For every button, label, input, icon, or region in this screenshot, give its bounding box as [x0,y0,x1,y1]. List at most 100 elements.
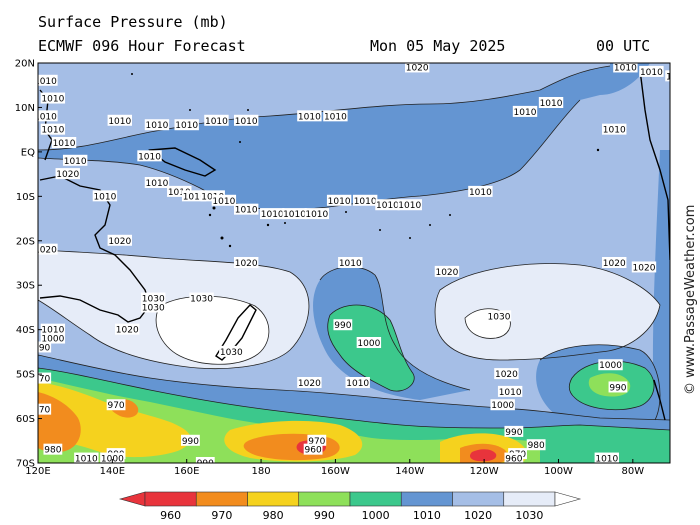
svg-text:1010: 1010 [595,455,618,465]
contour-label: 1030 [141,292,166,305]
contour-label: 1010 [680,93,700,105]
svg-text:1010: 1010 [666,72,689,82]
map-frame [37,62,671,464]
forecast-time: 00 UTC [596,37,651,55]
contour-label: 1000 [356,337,382,349]
lat-label: 50S [16,370,35,381]
legend-value: 990 [314,509,335,522]
svg-text:1010: 1010 [138,152,161,162]
contour-label: 1020 [297,377,322,389]
svg-text:1030: 1030 [142,295,165,305]
contour-label: 1010 [144,177,170,189]
latitude-labels: 20N 10N EQ 10S 20S 30S 40S 50S 60S 70S [15,59,35,470]
svg-text:1010: 1010 [205,117,228,127]
svg-text:1010: 1010 [146,179,169,189]
svg-text:1010: 1010 [696,126,700,136]
svg-text:1010: 1010 [540,99,563,109]
contour-label: 1010 [74,452,99,463]
legend-value: 970 [211,509,232,522]
lon-label: 120E [25,466,50,477]
svg-text:1020: 1020 [603,259,626,269]
contour-label: 1010 [144,119,170,131]
svg-text:1010: 1010 [469,188,492,198]
contour-label: 1020 [55,168,80,180]
contour-label: 990 [504,425,524,438]
lat-label: 10N [15,103,35,114]
contour-label: 1020 [38,243,58,256]
svg-text:1010: 1010 [514,108,537,118]
contour-label: 1010 [397,199,422,211]
contour-label: 1010 [323,110,348,122]
contour-label: 1030 [141,301,166,313]
svg-text:1010: 1010 [398,201,421,211]
contour-label: 1010 [40,92,66,105]
contour-label: 1020 [602,257,627,269]
isobars [38,65,670,431]
svg-text:990: 990 [33,343,50,353]
contour-label: 1010 [233,203,259,216]
lat-label: 20S [16,236,35,247]
legend-swatch [247,491,300,507]
contour-label: 970 [106,399,126,411]
svg-text:1000: 1000 [599,361,622,371]
contour-label: 990 [33,341,52,353]
svg-text:1010: 1010 [324,112,347,122]
band-1000-1010-tropics [38,63,650,210]
contour-label: 1010 [174,119,199,131]
svg-text:980: 980 [44,446,61,456]
svg-text:1010: 1010 [93,192,116,202]
lat-label: 30S [16,281,35,292]
legend-value: 980 [263,509,284,522]
contour-label: 990 [333,319,353,331]
contour-label: 980 [526,439,546,451]
svg-text:990: 990 [182,437,199,447]
legend-arrow-low [118,491,146,507]
contour-label: 1010 [40,123,66,136]
contour-label: 1010 [602,123,627,136]
svg-text:1020: 1020 [406,63,429,73]
lon-label: 120W [470,466,499,477]
svg-text:1010: 1010 [108,117,131,127]
contour-label: 1020 [115,323,140,336]
svg-text:1020: 1020 [235,259,258,269]
svg-text:1010: 1010 [34,112,57,122]
contour-label: 1010 [345,377,370,389]
contour-label: 1010 [40,323,66,336]
contour-label: 1010 [62,154,88,167]
svg-text:1010: 1010 [298,112,321,122]
svg-text:1000: 1000 [491,401,514,411]
svg-text:960: 960 [305,446,322,456]
longitude-labels: 120E 140E 160E 180 160W 140W 120W 100W 80W [25,466,644,477]
lon-label: 160E [174,466,199,477]
lon-label: 180 [252,466,271,477]
legend-swatch [349,491,402,507]
svg-text:1010: 1010 [146,121,169,131]
legend-swatch [144,491,197,507]
svg-text:970: 970 [107,401,124,411]
contour-label: 1010 [92,190,118,202]
svg-text:1020: 1020 [116,326,139,336]
contour-label: 980 [43,443,63,456]
legend-value: 960 [160,509,181,522]
contour-label: 970 [33,403,52,416]
svg-text:1010: 1010 [283,210,306,220]
band-1000-1010-east [652,150,670,420]
contour-label: 970 [38,372,52,385]
contour-label: 1010 [260,208,285,220]
svg-text:1010: 1010 [614,63,637,73]
contour-label: 1010 [468,185,493,198]
legend-value: 1000 [362,509,390,522]
svg-text:1020: 1020 [56,170,79,180]
svg-text:1010: 1010 [376,201,399,211]
contour-label: 1010 [613,63,638,73]
svg-text:1010: 1010 [53,139,76,149]
svg-text:1000: 1000 [101,455,124,465]
svg-text:970: 970 [33,406,50,416]
contour-label: 1010 [107,114,132,127]
svg-text:1030: 1030 [488,312,511,322]
lon-label: 140W [395,466,424,477]
contour-label: 1000 [490,399,515,411]
svg-text:1010: 1010 [34,77,57,87]
